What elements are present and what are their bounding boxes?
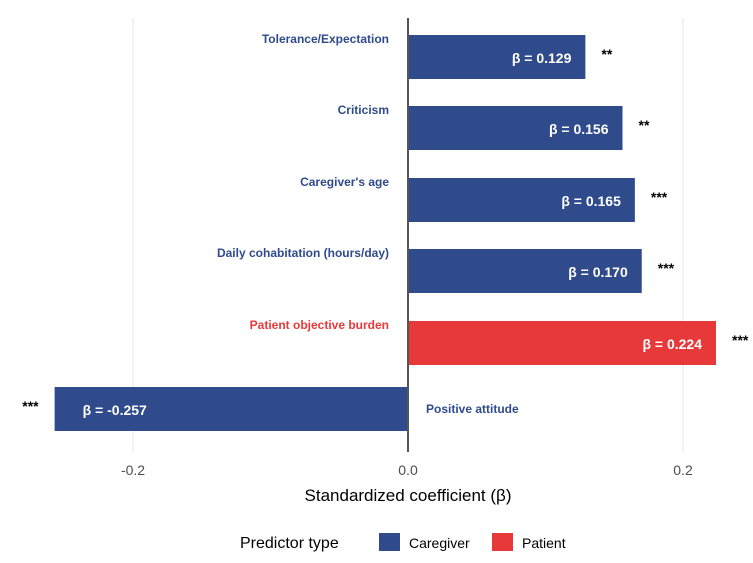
significance-label-3: *** [658,260,675,276]
legend-swatch-1 [492,533,513,551]
x-axis: -0.2 0.0 0.2 Standardized coefficient (β) [121,462,693,505]
significance-label-5: *** [22,398,39,414]
x-tick-label-2: 0.2 [673,462,693,478]
x-tick-label-1: 0.0 [398,462,418,478]
significance-label-0: ** [601,46,612,62]
bars [54,35,716,431]
bar-labels: β = 0.129 ** Tolerance/Expectation β = 0.15… [22,32,749,418]
bar-4 [408,321,716,365]
bar-value-label-1: β = 0.156 [549,121,609,137]
bar-value-label-5: β = -0.257 [83,402,147,418]
significance-label-1: ** [639,117,650,133]
bar-0 [408,35,586,79]
category-label-0: Tolerance/Expectation [262,32,389,46]
significance-label-4: *** [732,332,749,348]
bar-value-label-0: β = 0.129 [512,50,572,66]
gridlines [132,18,684,452]
category-label-2: Caregiver's age [300,175,389,189]
bar-5 [54,387,408,431]
x-axis-title: Standardized coefficient (β) [305,486,512,505]
category-label-4: Patient objective burden [250,318,389,332]
bar-2 [408,178,635,222]
x-tick-label-0: -0.2 [121,462,145,478]
category-label-5: Positive attitude [426,402,519,416]
bar-value-label-3: β = 0.170 [568,264,628,280]
legend-title: Predictor type [240,535,339,552]
significance-label-2: *** [651,189,668,205]
legend-swatch-0 [379,533,400,551]
bar-1 [408,106,623,150]
legend-label-1: Patient [522,535,566,551]
category-label-1: Criticism [338,103,389,117]
bar-value-label-4: β = 0.224 [642,336,702,352]
bar-value-label-2: β = 0.165 [561,193,621,209]
category-label-3: Daily cohabitation (hours/day) [217,246,389,260]
legend-label-0: Caregiver [409,535,470,551]
legend: Predictor type Caregiver Patient [240,533,566,552]
bar-3 [408,249,642,293]
